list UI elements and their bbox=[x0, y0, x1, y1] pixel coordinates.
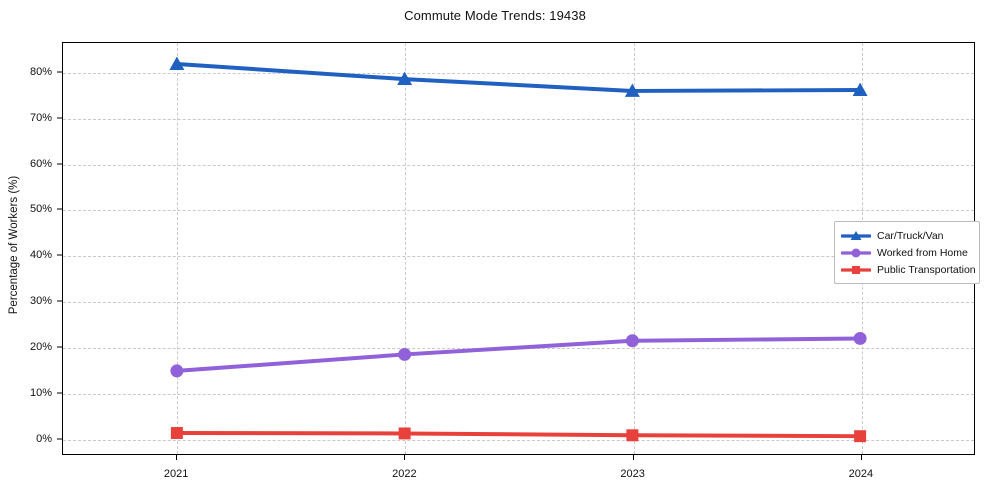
series-line bbox=[174, 336, 863, 373]
chart-legend: Car/Truck/Van Worked from Home Public Tran… bbox=[834, 221, 980, 284]
series-worked-from-home bbox=[170, 331, 867, 378]
y-axis-ticks: 0% 10% 20% 30% 40% 50% 60% 70% 80% bbox=[0, 42, 62, 455]
chart-title: Commute Mode Trends: 19438 bbox=[404, 8, 586, 23]
x-tick-label: 2024 bbox=[848, 468, 874, 480]
data-point-marker bbox=[854, 430, 867, 443]
series-car-truck-van bbox=[169, 56, 868, 97]
gridline-vertical bbox=[177, 43, 179, 454]
x-tick-label: 2023 bbox=[620, 468, 645, 480]
x-tick-mark bbox=[632, 455, 634, 460]
legend-swatch-triangle-icon bbox=[840, 229, 872, 243]
data-point-marker bbox=[398, 347, 412, 361]
gridline-horizontal bbox=[63, 256, 974, 258]
y-tick-mark bbox=[57, 392, 62, 394]
y-tick-label: 80% bbox=[29, 65, 52, 78]
data-point-marker bbox=[397, 71, 413, 86]
x-tick-mark bbox=[404, 455, 406, 460]
y-tick-label: 0% bbox=[36, 432, 52, 445]
gridline-horizontal bbox=[63, 164, 974, 166]
gridline-horizontal bbox=[63, 210, 974, 212]
y-tick-label: 20% bbox=[29, 341, 52, 354]
y-tick-label: 40% bbox=[29, 249, 52, 262]
y-tick-label: 70% bbox=[29, 111, 52, 124]
legend-item[interactable]: Public Transportation bbox=[840, 261, 976, 278]
y-tick-label: 50% bbox=[29, 203, 52, 216]
x-tick-label: 2021 bbox=[163, 468, 189, 480]
gridline-vertical bbox=[633, 43, 635, 454]
data-point-marker bbox=[852, 265, 860, 274]
data-point-marker bbox=[170, 427, 183, 439]
y-tick-mark bbox=[57, 300, 62, 302]
data-point-marker bbox=[624, 83, 640, 97]
gridline-horizontal bbox=[63, 439, 974, 441]
data-point-marker bbox=[169, 56, 185, 70]
data-point-marker bbox=[398, 427, 411, 440]
legend-label: Worked from Home bbox=[877, 246, 968, 259]
y-tick-mark bbox=[57, 254, 62, 256]
series-line bbox=[174, 62, 863, 93]
y-tick-label: 30% bbox=[29, 295, 52, 308]
y-tick-label: 10% bbox=[29, 387, 52, 400]
data-point-marker bbox=[853, 331, 867, 345]
x-axis-ticks: 2021 2022 2023 2024 bbox=[62, 455, 975, 490]
y-tick-mark bbox=[57, 208, 62, 210]
gridline-horizontal bbox=[63, 72, 974, 74]
series-line bbox=[174, 431, 863, 439]
data-point-marker bbox=[170, 364, 184, 378]
legend-item[interactable]: Car/Truck/Van bbox=[840, 227, 973, 244]
y-tick-mark bbox=[57, 163, 62, 165]
gridline-vertical bbox=[405, 43, 407, 454]
legend-label: Car/Truck/Van bbox=[877, 229, 944, 242]
x-tick-label: 2022 bbox=[392, 468, 417, 480]
y-tick-mark bbox=[57, 71, 62, 73]
plot-area bbox=[62, 42, 975, 455]
legend-item[interactable]: Worked from Home bbox=[840, 244, 973, 261]
data-point-marker bbox=[625, 334, 639, 348]
x-tick-mark bbox=[176, 455, 178, 460]
series-public-transportation bbox=[170, 427, 867, 443]
legend-swatch-square-icon bbox=[840, 263, 872, 277]
legend-label: Public Transportation bbox=[877, 263, 976, 276]
x-tick-mark bbox=[860, 455, 862, 460]
data-point-marker bbox=[851, 248, 861, 257]
data-point-marker bbox=[850, 230, 862, 240]
y-tick-label: 60% bbox=[29, 157, 52, 170]
y-tick-mark bbox=[57, 346, 62, 348]
y-tick-mark bbox=[57, 438, 62, 440]
gridline-horizontal bbox=[63, 302, 974, 304]
gridline-horizontal bbox=[63, 118, 974, 120]
series-layer bbox=[169, 56, 868, 443]
data-point-marker bbox=[852, 82, 868, 97]
legend-swatch-circle-icon bbox=[840, 246, 872, 260]
y-tick-mark bbox=[57, 117, 62, 119]
gridline-horizontal bbox=[63, 394, 974, 396]
data-point-marker bbox=[626, 429, 639, 442]
